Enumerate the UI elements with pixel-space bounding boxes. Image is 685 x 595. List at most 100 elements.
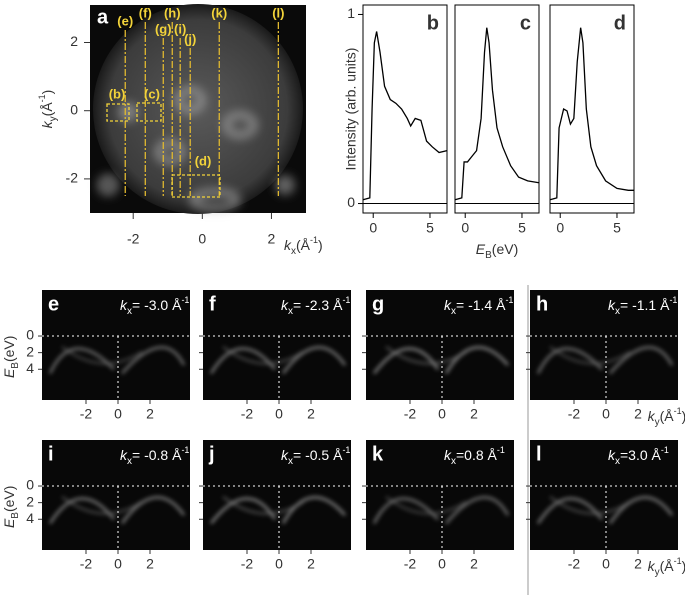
x-tick-label: 2 — [146, 556, 154, 572]
x-axis-label: ky(Å-1) — [648, 556, 685, 578]
region-box — [106, 103, 130, 122]
band — [121, 346, 186, 375]
band — [609, 346, 674, 375]
cut-label: (g) — [155, 21, 172, 36]
band — [536, 497, 603, 525]
cut-label: (h) — [164, 5, 181, 20]
band — [549, 495, 631, 515]
x-tick-label: 5 — [613, 220, 621, 236]
label-part: (Å — [296, 237, 311, 253]
x-tick-label: 2 — [268, 231, 276, 247]
y-axis-label: Intensity (arb. units) — [343, 48, 359, 171]
label-part: y — [48, 116, 59, 121]
label-part: k — [648, 558, 656, 574]
band — [385, 495, 467, 515]
band — [222, 495, 304, 515]
panel-label: g — [372, 293, 384, 315]
spectrum-line — [454, 27, 540, 201]
x-tick-label: 0 — [438, 556, 446, 572]
x-tick-label: -2 — [568, 406, 581, 422]
band — [61, 495, 143, 515]
x-tick-label: 0 — [114, 406, 122, 422]
band — [536, 347, 603, 374]
label-part: -1 — [674, 406, 682, 416]
label-part: k — [444, 297, 452, 313]
cut-label: (j) — [184, 31, 196, 46]
label-part: (Å — [39, 102, 55, 117]
y-axis-label: EB(eV) — [1, 336, 21, 378]
label-part: Å — [333, 297, 343, 313]
cut-label: (f) — [139, 5, 152, 20]
cut-image — [366, 440, 514, 550]
label-part: x — [615, 306, 620, 317]
y-tick-label: 0 — [26, 477, 34, 493]
label-part: -1 — [661, 445, 669, 455]
band — [444, 346, 509, 375]
label-part: k — [284, 237, 292, 253]
x-tick-label: 2 — [307, 406, 315, 422]
cut-image — [366, 290, 514, 400]
label-part: k — [120, 297, 128, 313]
x-tick-label: 2 — [146, 406, 154, 422]
label-part: = -2.3 — [293, 297, 333, 313]
label-part: E — [1, 368, 17, 378]
x-tick-label: 5 — [518, 220, 526, 236]
band — [373, 347, 440, 375]
y-tick-label: 2 — [70, 33, 78, 49]
x-tick-label: 0 — [602, 556, 610, 572]
x-tick-label: 2 — [634, 556, 642, 572]
cut-features — [536, 345, 674, 375]
label-part: y — [655, 567, 660, 578]
band — [281, 346, 347, 375]
cut-label: (l) — [272, 5, 284, 20]
band — [120, 496, 186, 525]
label-part: E — [1, 518, 17, 528]
kx-label: kx= -0.8 Å-1 — [120, 445, 189, 467]
label-part: y — [655, 417, 660, 428]
band — [48, 347, 115, 374]
region-label: (d) — [195, 153, 212, 168]
cut-label: (k) — [211, 5, 227, 20]
x-tick-label: 2 — [634, 406, 642, 422]
label-part: ) — [682, 408, 685, 424]
label-part: B — [10, 512, 21, 519]
x-axis-label: kx(Å-1) — [284, 235, 323, 257]
label-part: -1 — [497, 445, 505, 455]
label-part: -1 — [669, 295, 677, 305]
label-part: = -0.8 — [132, 447, 172, 463]
y-axis-label: ky(Å-1) — [37, 90, 59, 129]
x-tick-label: 0 — [198, 231, 206, 247]
spectrum-line — [362, 31, 448, 201]
label-part: x — [291, 246, 296, 257]
panel-label: k — [372, 443, 384, 465]
x-tick-label: 2 — [307, 556, 315, 572]
x-tick-label: -2 — [404, 406, 417, 422]
x-tick-label: -2 — [241, 556, 254, 572]
cut-label: (i) — [174, 21, 186, 36]
band — [222, 345, 304, 365]
x-tick-label: 0 — [275, 406, 283, 422]
label-part: k — [608, 297, 616, 313]
x-tick-label: 0 — [369, 220, 377, 236]
band — [445, 496, 510, 525]
band — [281, 496, 346, 525]
y-tick-label: 2 — [26, 343, 34, 359]
band — [61, 345, 143, 365]
label-part: B — [485, 250, 492, 261]
panel-label: e — [48, 293, 59, 315]
panel-label: j — [208, 443, 215, 465]
label-part: (eV) — [492, 241, 518, 257]
plot-frame — [362, 4, 448, 214]
label-part: B — [10, 362, 21, 369]
cut-image — [530, 440, 678, 550]
y-tick-label: 0 — [26, 327, 34, 343]
label-part: -1 — [505, 295, 513, 305]
label-part: (eV) — [1, 336, 17, 362]
kx-label: kx=0.8 Å-1 — [444, 445, 505, 467]
label-part: Å — [488, 447, 498, 463]
band — [385, 345, 467, 365]
label-part: -1 — [342, 295, 350, 305]
panel-label: c — [520, 12, 531, 34]
label-part: k — [444, 447, 452, 463]
